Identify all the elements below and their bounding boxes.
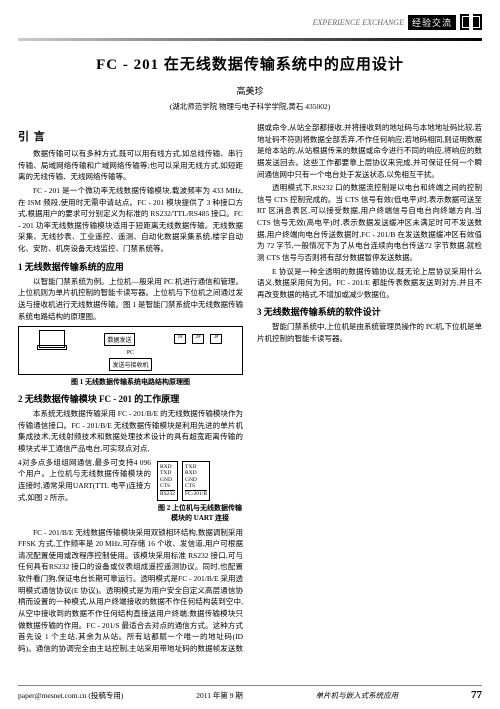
- gnd-label-2: GND: [185, 477, 207, 484]
- section-2-para-2: 4对多点多组组网通信,最多可支持4 096个用户。上位机与无线数据传输模块的连接…: [18, 457, 151, 504]
- section-3-heading: 3 无线数据传输系统的软件设计: [257, 305, 482, 318]
- footer-issue: 2011 年第 9 期: [196, 690, 243, 701]
- figure-1: 数据发送 1# 2# 3# PC 发送与接收机 图 1 无线数据传输系统电路结构…: [18, 326, 243, 387]
- figure-1-box: 数据发送 1# 2# 3# PC 发送与接收机: [18, 326, 243, 375]
- node-3: 3#: [210, 334, 222, 344]
- header-bar: EXPERIENCE EXCHANGE 经验交流: [18, 14, 482, 30]
- intro-para-2: FC - 201 是一个微功率无线数据传输模块,载波频率为 433 MHz,在 …: [18, 185, 243, 255]
- intro-heading: 引 言: [18, 128, 243, 144]
- footer: paper@mesnet.com.cn (投稿专用) 2011 年第 9 期 单…: [18, 685, 482, 701]
- data-send-box: 数据发送: [104, 333, 134, 346]
- figure-2: RXD TXD GND CTS RS232 TXD RXD GND CTS FC…: [157, 461, 243, 523]
- node-row: 1# 2# 3#: [174, 334, 222, 344]
- fc201-label: FC-201/B: [185, 490, 207, 498]
- affiliation: (湖北师范学院 物理与电子科学学院,黄石 435002): [18, 101, 482, 112]
- article-title: FC - 201 在无线数据传输系统中的应用设计: [18, 53, 482, 74]
- footer-journal: 单片机与嵌入式系统应用: [316, 690, 399, 701]
- header-divider: [18, 38, 482, 41]
- body-columns: 引 言 数据传输可以有多种方式,既可以用有线方式,如总线传输、串行传输、局域网络…: [18, 122, 482, 662]
- page: EXPERIENCE EXCHANGE 经验交流 FC - 201 在无线数据传…: [0, 0, 500, 670]
- author: 高美珍: [18, 84, 482, 97]
- fc201-chip: TXD RXD GND CTS FC-201/B: [182, 461, 210, 501]
- txd-label: TXD: [160, 470, 175, 477]
- intro-para-1: 数据传输可以有多种方式,既可以用有线方式,如总线传输、串行传输、局域网络传输和广…: [18, 148, 243, 183]
- rs232-label: RS232: [160, 490, 175, 498]
- logo-icon: [460, 14, 482, 30]
- laptop-icon: [39, 330, 65, 348]
- rxd-label: RXD: [160, 464, 175, 471]
- node-2: 2#: [192, 334, 204, 344]
- page-number: 77: [471, 689, 482, 701]
- figure-2-caption: 图 2 上位机与无线数据传输模块的 UART 连接: [157, 503, 243, 523]
- cts-label-2: CTS: [185, 483, 207, 490]
- experience-text: EXPERIENCE EXCHANGE: [313, 18, 404, 27]
- rxd-label-2: RXD: [185, 470, 207, 477]
- footer-email: paper@mesnet.com.cn (投稿专用): [18, 690, 123, 701]
- section-1-heading: 1 无线数据传输系统的应用: [18, 260, 243, 273]
- send-recv-box: 发送与接收机: [109, 358, 151, 371]
- section-3-para-1: 智能门禁系统中,上位机是由系统管理员操作的 PC机,下位机是单片机控制的智能卡读…: [257, 321, 482, 344]
- col2-para-3: E 协议是一种全透明的数据传输协议,既无论上层协议采用什么语义,数据采用何为何。…: [257, 266, 482, 301]
- txd-label-2: TXD: [185, 464, 207, 471]
- section-1-para: 以智能门禁系统为例。上位机—般采用 PC 机进行通信和管理。上位机则为单片机控制…: [18, 276, 243, 323]
- rs232-chip: RXD TXD GND CTS RS232: [157, 461, 178, 501]
- section-2-heading: 2 无线数据传输模块 FC - 201 的工作原理: [18, 392, 243, 405]
- gnd-label: GND: [160, 477, 175, 484]
- cts-label: CTS: [160, 483, 175, 490]
- figure-1-caption: 图 1 无线数据传输系统电路结构原理图: [18, 377, 243, 387]
- node-1: 1#: [174, 334, 186, 344]
- jingyan-badge: 经验交流: [408, 15, 456, 30]
- section-2-para-1: 本系统无线数据传输采用 FC - 201/B/E 的无线数据传输模块作为传输通信…: [18, 408, 243, 455]
- col2-para-2: 透明模式下,RS232 口的数据流控制是以电台和终端之间的控制信号 CTS 控制…: [257, 182, 482, 263]
